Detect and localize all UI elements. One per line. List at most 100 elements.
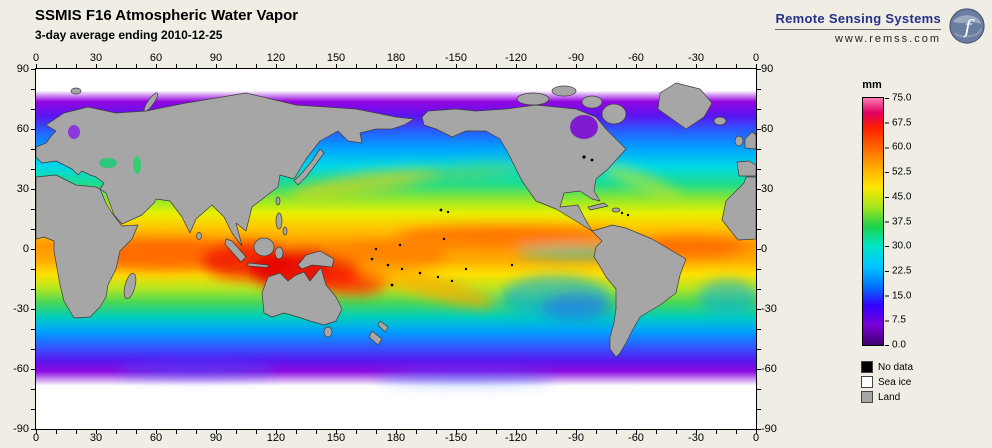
land-svalbard	[70, 87, 82, 95]
baltic-sea	[68, 125, 80, 139]
lat-tick-label: -90	[13, 423, 29, 435]
land-borneo	[253, 237, 275, 257]
colorbar-tick-label: 60.0	[892, 141, 912, 153]
longitude-axis-top: 0 30 60 90 120 150 180 -150 -120 -90 -60…	[32, 50, 760, 64]
lat-tick-label: 0	[761, 243, 768, 255]
land-tasmania	[323, 326, 333, 338]
map-legend: No data Sea ice Land	[861, 361, 913, 406]
land-australia	[261, 267, 343, 326]
page-title: SSMIS F16 Atmospheric Water Vapor	[35, 7, 299, 24]
lon-tick-label: -150	[444, 52, 467, 64]
left-axis-ticks	[31, 69, 35, 430]
legend-label: Land	[878, 391, 901, 403]
bottom-axis-ticks	[36, 430, 757, 434]
latitude-axis-left: 90 60 30 0 -30 -60 -90	[2, 63, 31, 435]
lat-tick-label: 0	[22, 243, 29, 255]
no-data-specks	[370, 155, 630, 287]
branding-block: Remote Sensing Systems www.remss.com f	[775, 7, 986, 45]
land-africa	[36, 174, 139, 319]
lon-tick-label: 90	[209, 52, 223, 64]
lon-tick-label: 0	[752, 432, 760, 444]
land-sumatra	[224, 238, 247, 263]
legend-label: No data	[878, 361, 914, 373]
land-eurasia	[36, 92, 415, 247]
lat-tick-label: -60	[13, 362, 29, 375]
no-data-swatch	[861, 361, 873, 373]
land-britain	[744, 131, 756, 150]
land-java	[247, 262, 269, 268]
colorbar-tick-label: 52.5	[892, 166, 912, 178]
land-new-zealand	[377, 320, 389, 333]
globe-logo-icon: f	[949, 8, 985, 44]
land-madagascar	[123, 273, 137, 299]
brand-url[interactable]: www.remss.com	[834, 33, 941, 45]
land-south-america	[591, 224, 687, 358]
brand-name: Remote Sensing Systems	[775, 11, 941, 30]
land-arctic-island	[581, 95, 603, 109]
land-greenland	[657, 82, 713, 130]
colorbar-tick-label: 45.0	[892, 191, 912, 203]
colorbar-tick-label: 7.5	[892, 314, 906, 326]
hudson-bay	[570, 115, 598, 139]
lon-tick-label: 180	[386, 432, 406, 444]
lat-tick-label: -30	[13, 303, 29, 315]
land-novaya-zemlya	[143, 92, 159, 112]
land-japan	[293, 148, 325, 186]
colorbar-tick-label: 0.0	[892, 339, 906, 351]
legend-row-no-data: No data	[861, 361, 913, 373]
lon-tick-label: 120	[266, 432, 286, 444]
colorbar-tick-label: 15.0	[892, 290, 912, 302]
land-iberia	[736, 160, 756, 177]
lon-tick-label: 30	[89, 432, 103, 444]
top-axis-ticks	[36, 64, 757, 68]
lon-tick-label: 30	[89, 52, 103, 64]
lon-tick-label: -120	[504, 52, 528, 64]
land-arctic-island	[516, 92, 550, 106]
land-north-america	[421, 104, 627, 232]
colorbar-tick-label: 22.5	[892, 265, 912, 277]
lon-tick-label: 180	[386, 52, 406, 64]
lon-tick-label: 90	[209, 432, 223, 444]
land-iceland	[713, 116, 727, 126]
latitude-axis-right: 90 60 30 0 -30 -60 -90	[760, 63, 789, 435]
lon-tick-label: -120	[504, 432, 528, 444]
lon-tick-label: 0	[752, 52, 760, 64]
sea-ice-swatch	[861, 376, 873, 388]
colorbar-unit-label: mm	[862, 79, 882, 91]
colorbar-tick-label: 67.5	[892, 117, 912, 129]
legend-row-sea-ice: Sea ice	[861, 376, 913, 388]
land-new-zealand	[368, 330, 383, 346]
colorbar-tick-label: 37.5	[892, 216, 912, 227]
lon-tick-label: -90	[568, 432, 584, 444]
lat-tick-label: -90	[761, 423, 777, 435]
land-taiwan	[275, 196, 281, 206]
lat-tick-label: -30	[761, 303, 777, 315]
lon-tick-label: 150	[326, 52, 346, 64]
lon-tick-label: 60	[149, 432, 163, 444]
land-cuba	[587, 202, 609, 211]
legend-row-land: Land	[861, 391, 913, 403]
colorbar-tick-label: 30.0	[892, 240, 912, 252]
longitude-axis-bottom: 0 30 60 90 120 150 180 -150 -120 -90 -60…	[33, 432, 760, 446]
lat-tick-label: 60	[16, 123, 29, 135]
black-sea	[99, 158, 117, 168]
land-philippines	[282, 226, 288, 236]
page-subtitle: 3-day average ending 2010-12-25	[35, 28, 223, 42]
land-ireland	[734, 135, 744, 147]
colorbar	[862, 97, 884, 346]
lon-tick-label: -60	[628, 52, 644, 64]
land-hispaniola	[611, 207, 621, 213]
land-baffin-island	[601, 103, 627, 125]
land-sri-lanka	[196, 232, 202, 240]
legend-label: Sea ice	[878, 376, 912, 388]
lon-tick-label: 0	[32, 52, 40, 64]
lon-tick-label: 120	[266, 52, 286, 64]
land-philippines	[275, 212, 283, 230]
land-west-africa-wrap	[721, 176, 756, 241]
land-new-guinea	[297, 250, 335, 270]
lat-tick-label: 30	[16, 182, 29, 195]
lon-tick-label: 60	[149, 52, 163, 64]
land-swatch	[861, 391, 873, 403]
lon-tick-label: -30	[688, 432, 704, 444]
